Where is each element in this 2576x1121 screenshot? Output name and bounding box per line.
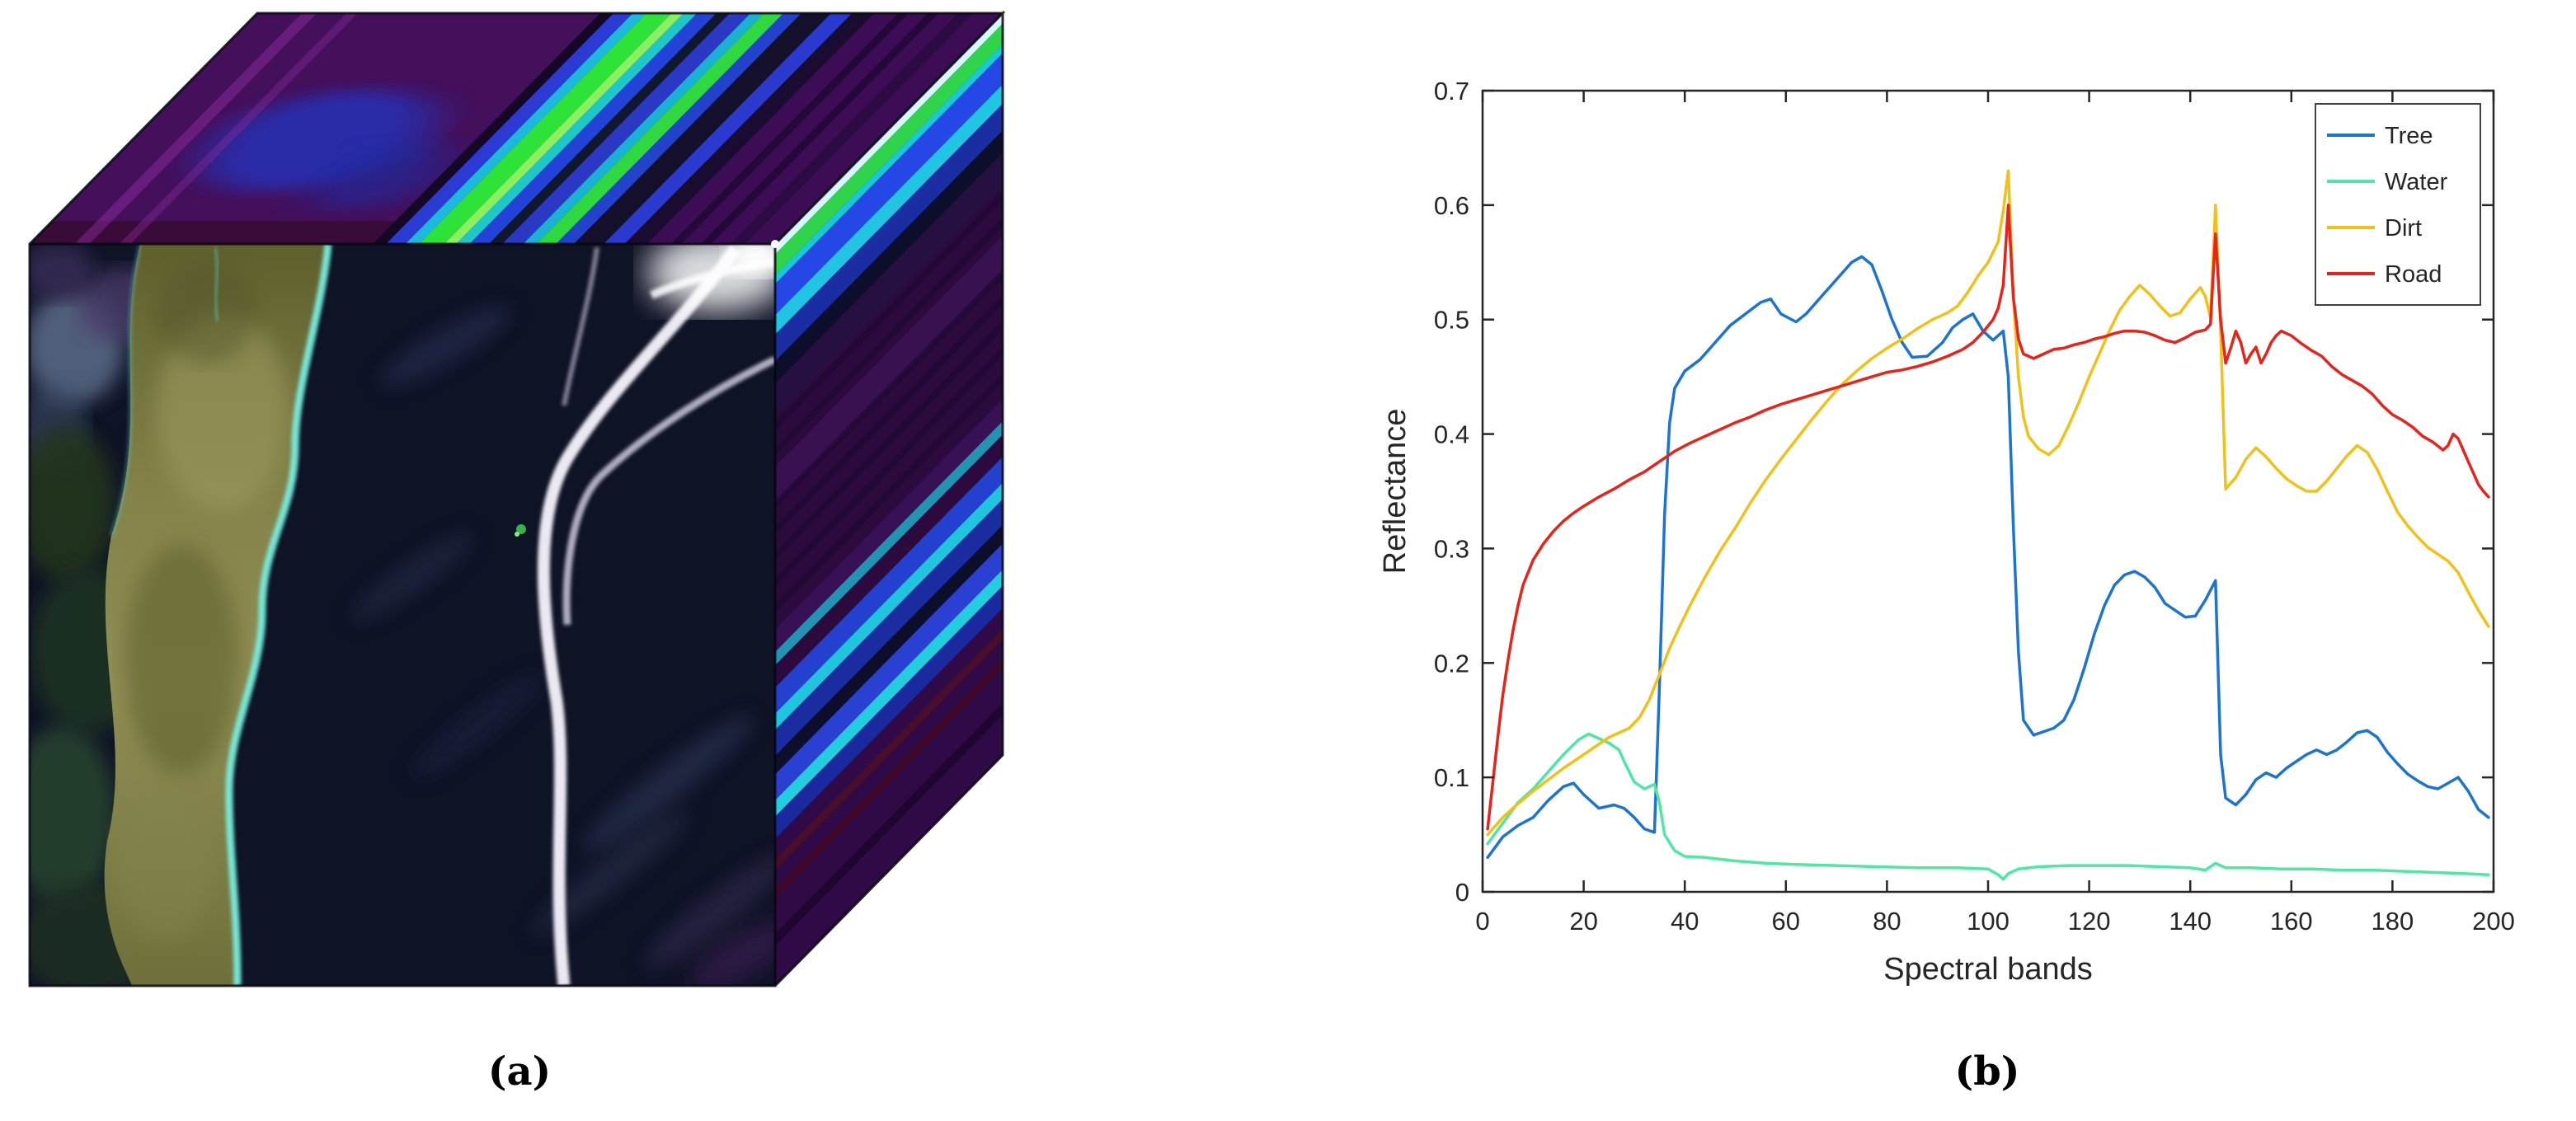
y-tick-label: 0 bbox=[1455, 878, 1469, 907]
y-tick-label: 0.4 bbox=[1434, 420, 1469, 449]
y-tick-label: 0.3 bbox=[1434, 534, 1469, 563]
y-axis: 0 0.1 0.2 0.3 0.4 0.5 0.6 0.7 bbox=[1434, 77, 2494, 907]
y-tick-label: 0.2 bbox=[1434, 649, 1469, 678]
corner-highlight bbox=[771, 240, 779, 248]
x-tick-label: 180 bbox=[2372, 907, 2414, 936]
x-tick-label: 200 bbox=[2472, 907, 2515, 936]
legend-box bbox=[2315, 103, 2481, 306]
panel-b-label: (b) bbox=[1954, 1048, 2020, 1095]
y-tick-label: 0.5 bbox=[1434, 306, 1469, 335]
reflectance-chart: 0 20 40 60 80 100 120 140 160 180 200 0 0.1 0.2 0.3 0.4… bbox=[1378, 77, 2515, 987]
cube-right-face bbox=[775, 13, 1003, 986]
legend-label-road: Road bbox=[2385, 261, 2442, 288]
x-tick-label: 160 bbox=[2270, 907, 2313, 936]
panel-a-label: (a) bbox=[487, 1048, 552, 1095]
x-tick-label: 140 bbox=[2169, 907, 2212, 936]
y-tick-label: 0.1 bbox=[1434, 763, 1469, 792]
series-group bbox=[1486, 169, 2490, 881]
cube-front-face bbox=[30, 244, 775, 986]
legend-label-tree: Tree bbox=[2385, 123, 2433, 149]
y-axis-label: Reflectance bbox=[1378, 409, 1413, 575]
y-tick-label: 0.6 bbox=[1434, 191, 1469, 220]
y-tick-label: 0.7 bbox=[1434, 77, 1469, 106]
legend-label-dirt: Dirt bbox=[2385, 215, 2422, 242]
series-line-road bbox=[1486, 204, 2490, 831]
legend-label-water: Water bbox=[2385, 169, 2448, 195]
x-axis-label: Spectral bands bbox=[1883, 952, 2093, 987]
x-tick-label: 80 bbox=[1873, 907, 1901, 936]
x-tick-label: 20 bbox=[1569, 907, 1597, 936]
x-tick-label: 100 bbox=[1967, 907, 2010, 936]
x-tick-label: 40 bbox=[1671, 907, 1699, 936]
x-tick-label: 120 bbox=[2068, 907, 2111, 936]
series-line-tree bbox=[1486, 255, 2490, 860]
series-line-dirt bbox=[1486, 169, 2490, 837]
legend: Tree Water Dirt Road bbox=[2315, 103, 2481, 306]
x-axis: 0 20 40 60 80 100 120 140 160 180 200 bbox=[1475, 91, 2515, 936]
x-tick-label: 60 bbox=[1772, 907, 1800, 936]
cube-top-face bbox=[30, 13, 1003, 244]
cube-edges bbox=[28, 10, 1006, 987]
x-tick-label: 0 bbox=[1475, 907, 1489, 936]
series-line-water bbox=[1486, 732, 2490, 881]
hyperspectral-cube-image bbox=[28, 10, 1006, 987]
shoreline-line bbox=[225, 244, 332, 986]
